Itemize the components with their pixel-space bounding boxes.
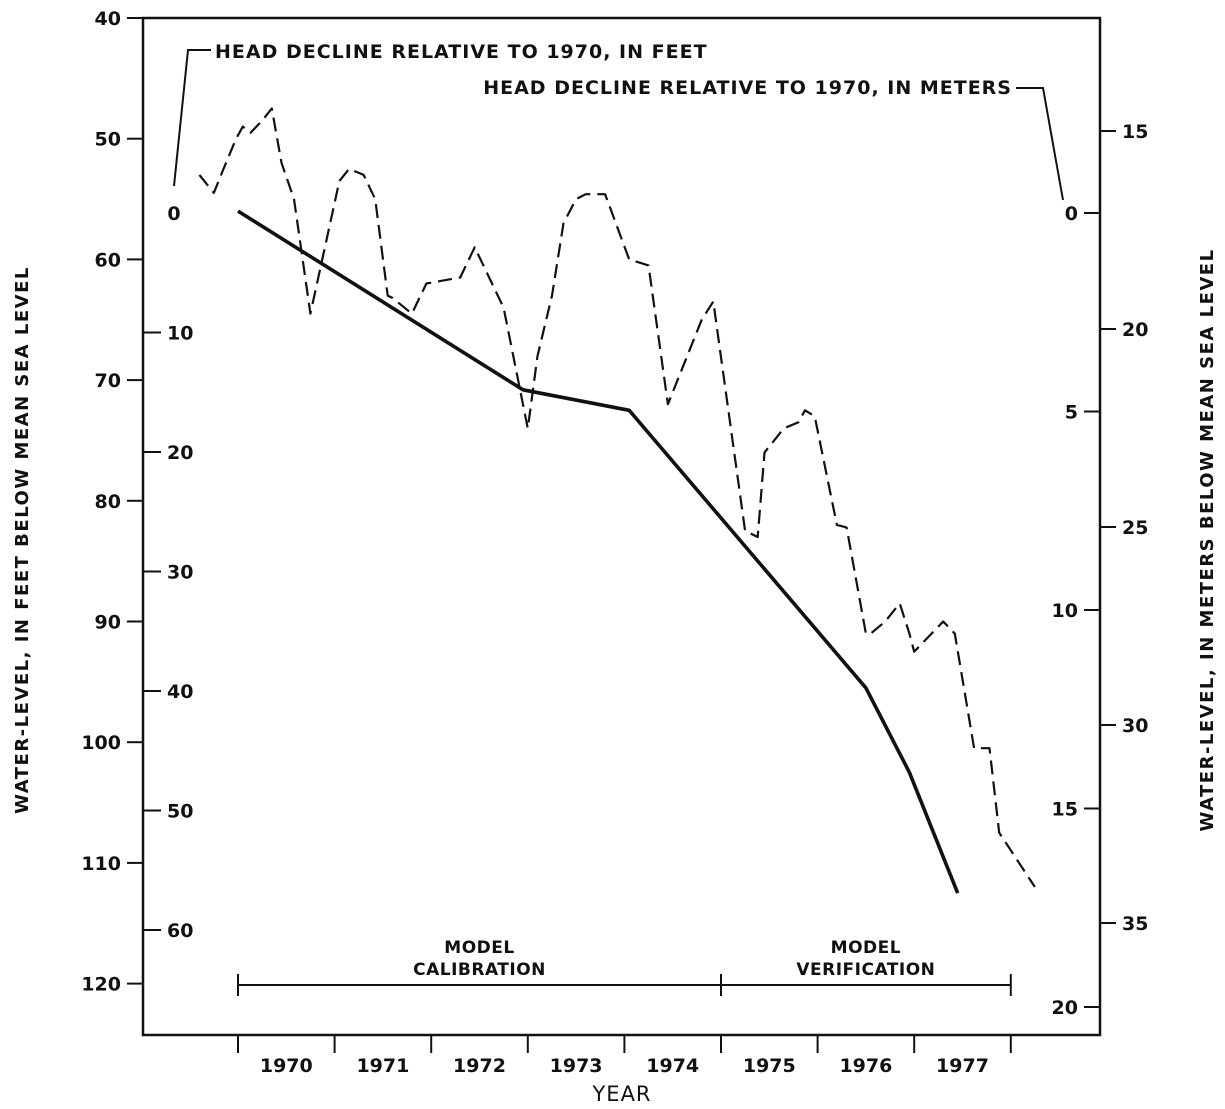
head-feet-tick-label: 30 xyxy=(167,562,193,584)
head-meters-tick-label: 10 xyxy=(1052,600,1078,622)
x-tick-label: 1973 xyxy=(550,1055,603,1077)
x-axis-title: YEAR xyxy=(591,1082,651,1106)
y-left-tick-label: 70 xyxy=(95,370,121,392)
x-tick-label: 1972 xyxy=(453,1055,506,1077)
y-left-tick-label: 120 xyxy=(81,974,121,996)
head-feet-tick-label: 40 xyxy=(167,681,193,703)
y-right-tick-label: 25 xyxy=(1122,517,1148,539)
y-left-tick-label: 50 xyxy=(95,129,121,151)
x-tick-label: 1974 xyxy=(646,1055,699,1077)
x-tick-label: 1976 xyxy=(839,1055,892,1077)
x-tick-label: 1970 xyxy=(260,1055,313,1077)
head-feet-tick-label: 0 xyxy=(167,203,180,225)
y-right-tick-label: 20 xyxy=(1122,319,1148,341)
simulated-water-level-line xyxy=(237,209,960,894)
head-feet-tick-label: 60 xyxy=(167,920,193,942)
x-tick-label: 1971 xyxy=(356,1055,409,1077)
plot-frame xyxy=(141,16,1102,1037)
series-layer xyxy=(198,107,1036,894)
y-left-tick-label: 90 xyxy=(95,612,121,634)
x-tick-label: 1975 xyxy=(743,1055,796,1077)
period-label-line2: CALIBRATION xyxy=(413,960,546,980)
y-left-tick-label: 110 xyxy=(81,853,121,875)
period-label-line1: MODEL xyxy=(444,938,514,958)
y-left-tick-label: 100 xyxy=(81,732,121,754)
y-left-tick-label: 40 xyxy=(95,8,121,30)
y-left-tick-label: 60 xyxy=(95,249,121,271)
y-axis-right-title: WATER-LEVEL, IN METERS BELOW MEAN SEA LE… xyxy=(1197,248,1218,831)
period-label-line2: VERIFICATION xyxy=(796,960,935,980)
head-decline-meters-label: HEAD DECLINE RELATIVE TO 1970, IN METERS xyxy=(483,77,1012,99)
y-right-tick-label: 30 xyxy=(1122,715,1148,737)
y-left-tick-label: 80 xyxy=(95,491,121,513)
head-decline-meters-leader xyxy=(1016,87,1064,201)
head-meters-tick-label: 15 xyxy=(1052,799,1078,821)
head-feet-tick-label: 10 xyxy=(167,323,193,345)
x-tick-label: 1977 xyxy=(936,1055,989,1077)
y-axis-left-title: WATER-LEVEL, IN FEET BELOW MEAN SEA LEVE… xyxy=(12,266,33,814)
head-decline-feet-leader xyxy=(173,49,211,187)
head-decline-feet-label: HEAD DECLINE RELATIVE TO 1970, IN FEET xyxy=(215,41,708,63)
y-right-tick-label: 15 xyxy=(1122,121,1148,143)
head-meters-tick-label: 20 xyxy=(1052,997,1078,1019)
head-feet-tick-label: 50 xyxy=(167,801,193,823)
head-feet-tick-label: 20 xyxy=(167,442,193,464)
y-right-tick-label: 35 xyxy=(1122,913,1148,935)
head-meters-tick-label: 5 xyxy=(1065,402,1078,424)
period-label-line1: MODEL xyxy=(831,938,901,958)
ticks-layer: 4050607080901001101200102030405060152025… xyxy=(81,8,1148,1077)
head-meters-tick-label: 0 xyxy=(1065,203,1078,225)
